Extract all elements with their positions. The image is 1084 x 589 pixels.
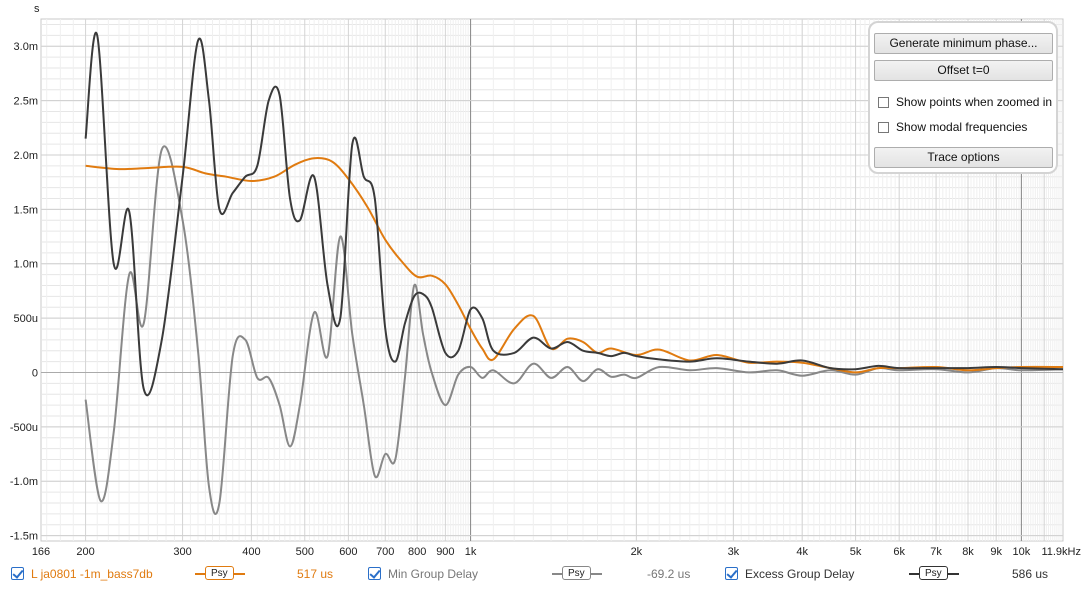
y-tick-label: 2.5m xyxy=(14,96,38,108)
legend-min-group-delay-label: Min Group Delay xyxy=(388,567,479,581)
y-tick-label: 3.0m xyxy=(14,41,38,53)
show-points-checkbox[interactable] xyxy=(878,96,889,108)
x-tick-label: 1k xyxy=(465,546,477,558)
x-tick-label: 800 xyxy=(408,546,426,558)
x-tick-label: 5k xyxy=(850,546,862,558)
legend-excess-group-delay-psy-button[interactable]: Psy xyxy=(919,566,948,580)
y-tick-label: -1.0m xyxy=(10,476,38,488)
y-tick-label: 2.0m xyxy=(14,150,38,162)
y-tick-label: -1.5m xyxy=(10,531,38,543)
y-unit-label: s xyxy=(34,3,40,15)
x-tick-label: 500 xyxy=(296,546,314,558)
options-panel: Generate minimum phase... Offset t=0 Sho… xyxy=(868,21,1058,174)
legend-min-group-delay-psy-button[interactable]: Psy xyxy=(562,566,591,580)
legend-excess-group-delay-label: Excess Group Delay xyxy=(745,567,855,581)
x-tick-label: 9k xyxy=(990,546,1002,558)
trace-options-button[interactable]: Trace options xyxy=(874,147,1053,168)
x-tick-label: 600 xyxy=(339,546,357,558)
legend-measurement-checkbox[interactable] xyxy=(11,567,24,580)
y-tick-label: 1.0m xyxy=(14,259,38,271)
x-tick-label: 7k xyxy=(930,546,942,558)
y-tick-label: 0 xyxy=(32,367,38,379)
x-tick-label: 2k xyxy=(631,546,643,558)
x-tick-label: 3k xyxy=(728,546,740,558)
x-tick-label: 166 xyxy=(32,546,50,558)
legend-measurement-psy-button[interactable]: Psy xyxy=(205,566,234,580)
x-tick-label: 300 xyxy=(173,546,191,558)
legend-measurement-label: L ja0801 -1m_bass7db xyxy=(31,567,153,581)
x-tick-label: 11.9kHz xyxy=(1041,546,1081,558)
show-points-checkbox-row[interactable]: Show points when zoomed in xyxy=(878,94,1052,110)
x-tick-label: 700 xyxy=(376,546,394,558)
series-line-excess-group-delay xyxy=(84,31,1064,397)
legend-excess-group-delay-value: 586 us xyxy=(1012,567,1049,581)
legend-excess-group-delay-checkbox[interactable] xyxy=(725,567,738,580)
series-line-measurement xyxy=(85,157,1064,374)
show-points-label: Show points when zoomed in xyxy=(896,95,1053,109)
x-tick-label: 10k xyxy=(1013,546,1031,558)
x-tick-label: 400 xyxy=(242,546,260,558)
show-modal-checkbox-row[interactable]: Show modal frequencies xyxy=(878,119,1027,135)
y-tick-label: 1.5m xyxy=(14,204,38,216)
x-tick-label: 6k xyxy=(893,546,905,558)
legend-min-group-delay-value: -69.2 us xyxy=(647,567,691,581)
show-modal-label: Show modal frequencies xyxy=(896,120,1028,134)
x-tick-label: 200 xyxy=(76,546,94,558)
x-tick-label: 900 xyxy=(436,546,454,558)
generate-minimum-phase-button[interactable]: Generate minimum phase... xyxy=(874,33,1053,54)
legend-measurement-value: 517 us xyxy=(297,567,334,581)
y-tick-label: 500u xyxy=(14,313,38,325)
legend-min-group-delay-checkbox[interactable] xyxy=(368,567,381,580)
y-tick-label: -500u xyxy=(10,422,38,434)
offset-t0-button[interactable]: Offset t=0 xyxy=(874,60,1053,81)
axes: 3.0m 2.5m 2.0m 1.5m 1.0m 500u 0 -500u -1.0m -1.5m… xyxy=(10,41,1081,558)
x-tick-label: 8k xyxy=(962,546,974,558)
series-line-min-group-delay xyxy=(84,145,1064,516)
x-tick-label: 4k xyxy=(796,546,808,558)
series-layer xyxy=(84,31,1064,516)
show-modal-checkbox[interactable] xyxy=(878,121,889,133)
